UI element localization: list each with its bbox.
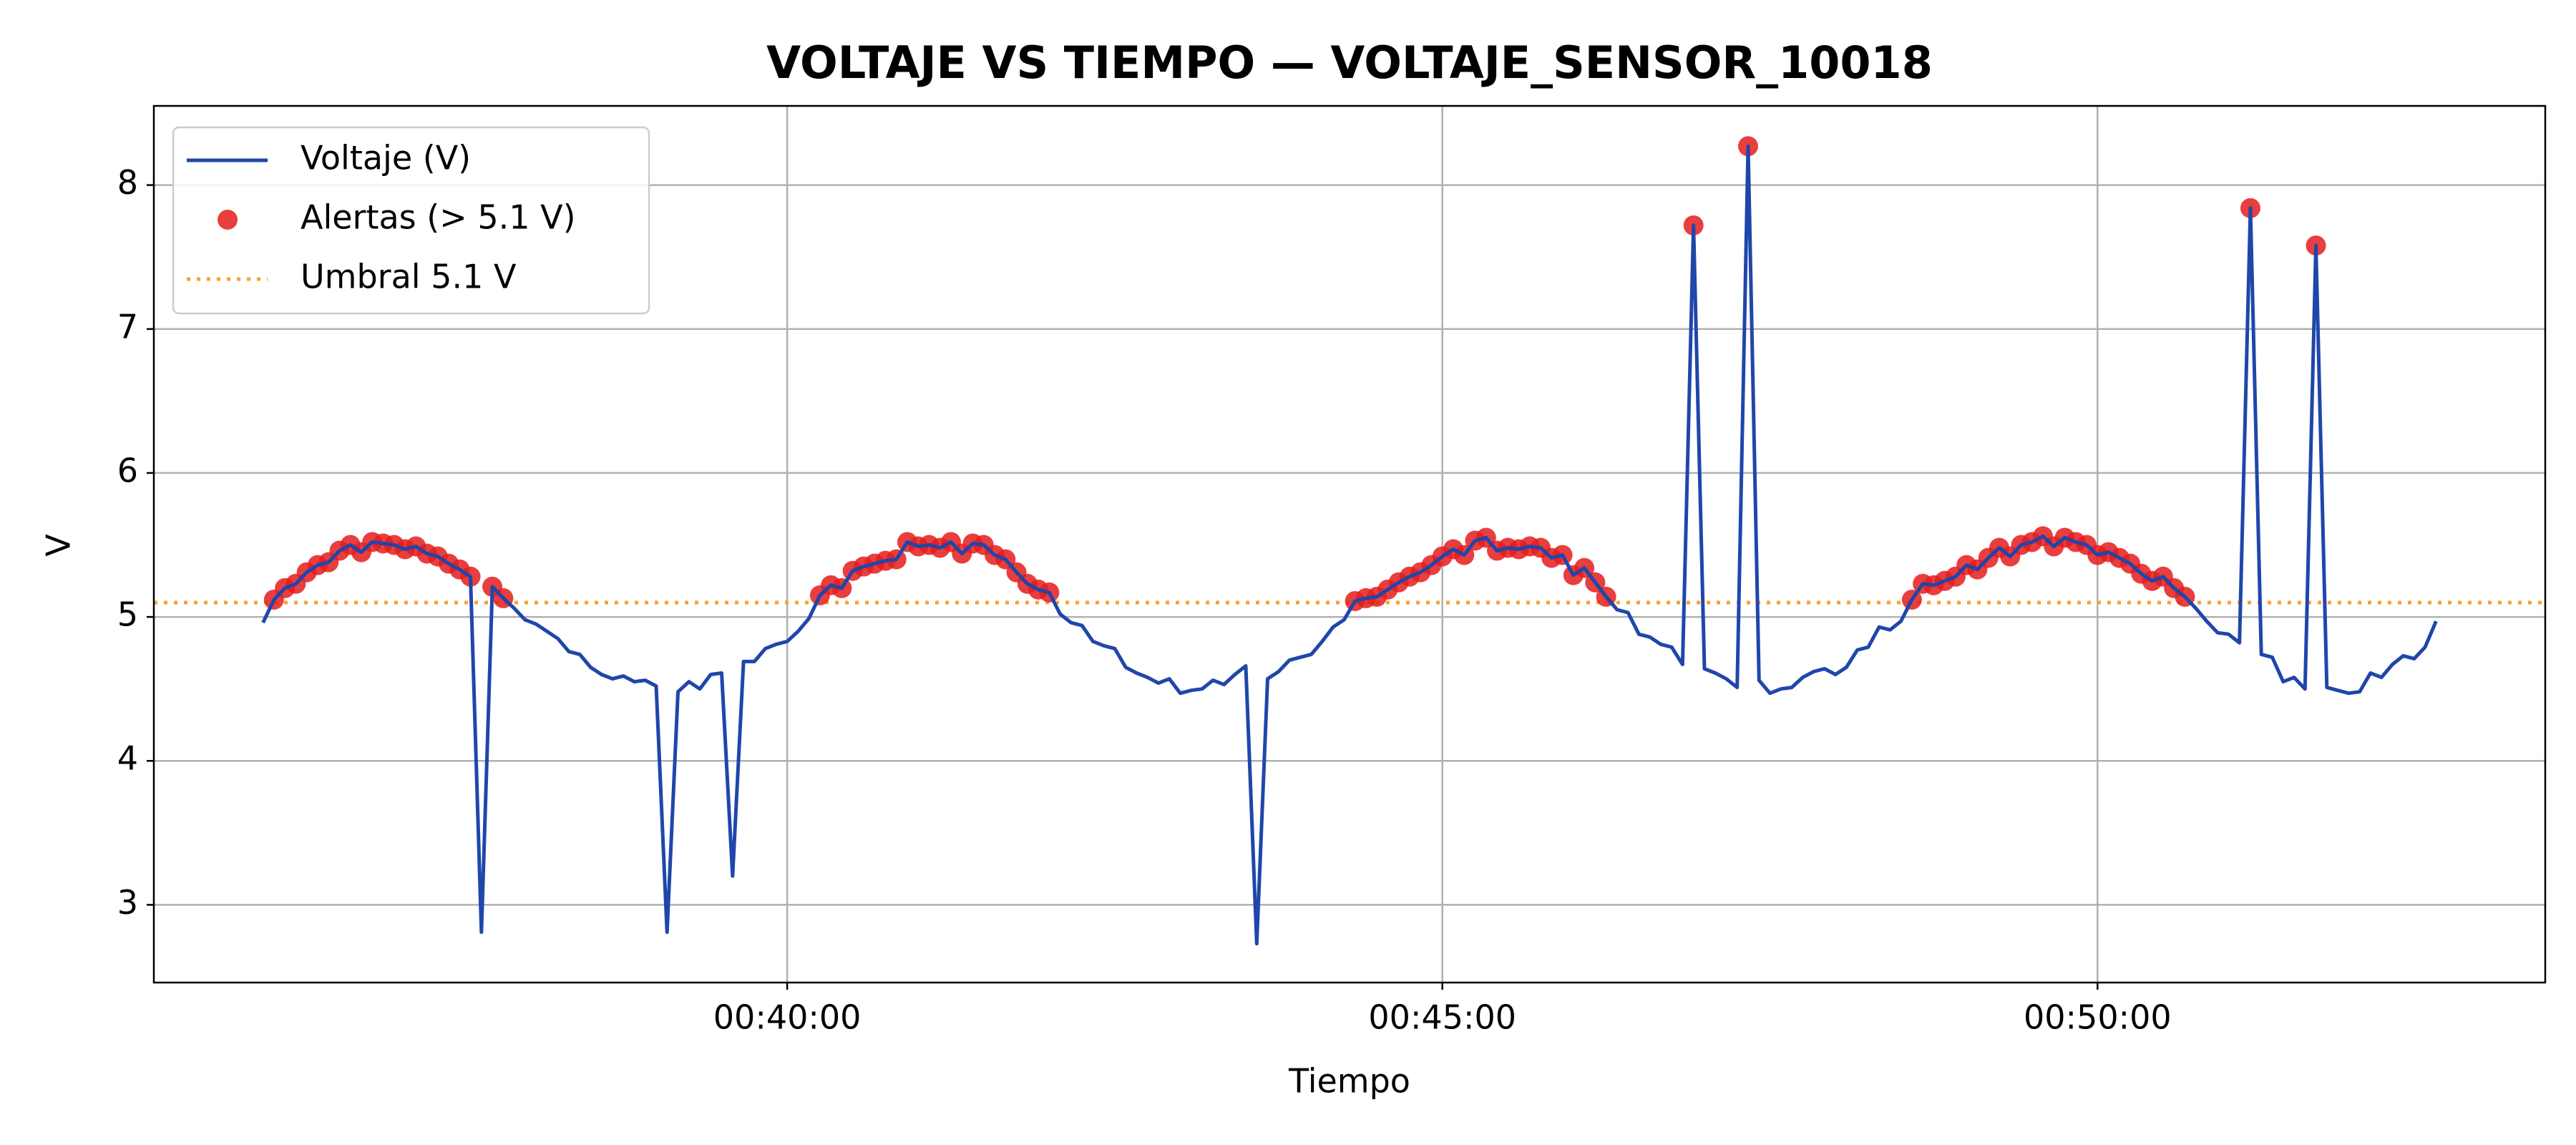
y-tick-label: 6 bbox=[117, 451, 138, 489]
legend-marker bbox=[218, 210, 238, 230]
x-tick-label: 00:45:00 bbox=[1368, 998, 1516, 1037]
legend-box bbox=[172, 126, 650, 315]
y-axis-label: V bbox=[39, 534, 78, 557]
x-axis-label: Tiempo bbox=[1288, 1062, 1410, 1101]
x-tick-label: 00:50:00 bbox=[2024, 998, 2172, 1037]
y-tick-label: 8 bbox=[117, 163, 138, 202]
plot-frame bbox=[152, 104, 2547, 984]
y-tick-label: 5 bbox=[117, 595, 138, 634]
y-tick-label: 4 bbox=[117, 739, 138, 778]
legend-label: Umbral 5.1 V bbox=[301, 258, 517, 296]
voltage-line bbox=[261, 144, 2438, 946]
x-tick-label: 00:40:00 bbox=[713, 998, 862, 1037]
y-tick-label: 7 bbox=[117, 307, 138, 346]
y-tick-label: 3 bbox=[117, 883, 138, 922]
legend-label: Alertas (> 5.1 V) bbox=[301, 198, 576, 237]
chart-title: VOLTAJE VS TIEMPO — VOLTAJE_SENSOR_10018 bbox=[766, 36, 1933, 89]
legend-label: Voltaje (V) bbox=[301, 139, 471, 177]
